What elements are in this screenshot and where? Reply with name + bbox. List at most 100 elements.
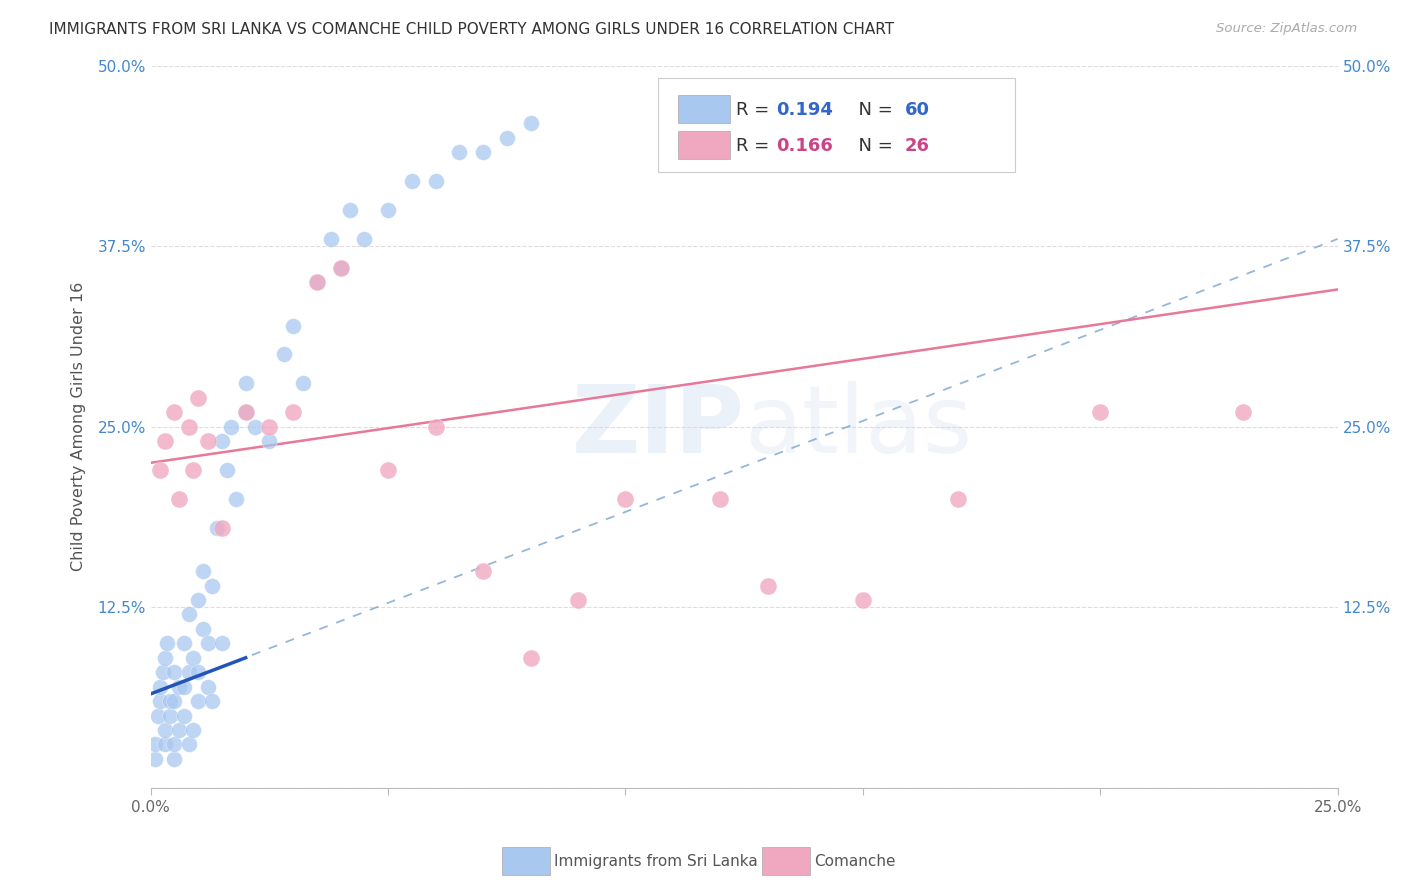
Point bbox=[183, 650, 205, 665]
Point bbox=[449, 145, 471, 160]
Point bbox=[163, 405, 186, 419]
Point bbox=[225, 491, 247, 506]
Point bbox=[709, 491, 731, 506]
Point bbox=[163, 738, 186, 752]
Point bbox=[291, 376, 314, 391]
Point bbox=[273, 347, 295, 361]
Point bbox=[177, 607, 200, 622]
Point bbox=[187, 391, 209, 405]
Point bbox=[173, 636, 195, 650]
Point bbox=[153, 434, 176, 449]
Point bbox=[159, 708, 181, 723]
Point bbox=[211, 434, 233, 449]
Point bbox=[305, 275, 328, 289]
Text: 60: 60 bbox=[904, 101, 929, 119]
Text: Source: ZipAtlas.com: Source: ZipAtlas.com bbox=[1216, 22, 1357, 36]
Point bbox=[177, 738, 200, 752]
Point bbox=[167, 723, 190, 737]
Point bbox=[183, 723, 205, 737]
Point bbox=[149, 463, 172, 477]
Point bbox=[329, 260, 352, 275]
Point bbox=[153, 738, 176, 752]
Point bbox=[191, 622, 214, 636]
Point bbox=[259, 434, 281, 449]
Point bbox=[173, 680, 195, 694]
Point bbox=[211, 521, 233, 535]
Text: Immigrants from Sri Lanka: Immigrants from Sri Lanka bbox=[554, 855, 758, 869]
Point bbox=[197, 680, 219, 694]
FancyBboxPatch shape bbox=[678, 95, 730, 123]
Point bbox=[187, 694, 209, 708]
Point bbox=[235, 405, 257, 419]
Point bbox=[321, 232, 343, 246]
Text: 0.166: 0.166 bbox=[776, 136, 834, 154]
Point bbox=[281, 318, 304, 333]
Point bbox=[163, 752, 186, 766]
Point bbox=[177, 665, 200, 680]
Point bbox=[243, 419, 266, 434]
Point bbox=[146, 708, 169, 723]
Point bbox=[425, 419, 447, 434]
Point bbox=[173, 708, 195, 723]
Point bbox=[946, 491, 969, 506]
FancyBboxPatch shape bbox=[658, 78, 1015, 172]
Point bbox=[187, 593, 209, 607]
Point bbox=[401, 174, 423, 188]
Point bbox=[187, 665, 209, 680]
Point bbox=[152, 665, 174, 680]
Text: N =: N = bbox=[848, 136, 898, 154]
Point bbox=[1232, 405, 1254, 419]
Point bbox=[425, 174, 447, 188]
Point bbox=[145, 738, 167, 752]
Text: R =: R = bbox=[735, 101, 775, 119]
Point bbox=[235, 405, 257, 419]
Y-axis label: Child Poverty Among Girls Under 16: Child Poverty Among Girls Under 16 bbox=[72, 282, 86, 571]
Text: IMMIGRANTS FROM SRI LANKA VS COMANCHE CHILD POVERTY AMONG GIRLS UNDER 16 CORRELA: IMMIGRANTS FROM SRI LANKA VS COMANCHE CH… bbox=[49, 22, 894, 37]
Point bbox=[167, 491, 190, 506]
Point bbox=[281, 405, 304, 419]
Point bbox=[339, 202, 361, 217]
Point bbox=[197, 636, 219, 650]
Text: ZIP: ZIP bbox=[571, 381, 744, 473]
Point bbox=[329, 260, 352, 275]
Point bbox=[472, 564, 495, 578]
Point bbox=[163, 665, 186, 680]
Point bbox=[205, 521, 228, 535]
FancyBboxPatch shape bbox=[678, 131, 730, 160]
Text: 26: 26 bbox=[904, 136, 929, 154]
Point bbox=[211, 636, 233, 650]
Point bbox=[519, 116, 541, 130]
Point bbox=[305, 275, 328, 289]
Text: R =: R = bbox=[735, 136, 775, 154]
Point bbox=[167, 680, 190, 694]
Text: atlas: atlas bbox=[744, 381, 973, 473]
Point bbox=[149, 694, 172, 708]
Point bbox=[756, 578, 779, 592]
Point bbox=[215, 463, 238, 477]
Point bbox=[567, 593, 589, 607]
Point bbox=[145, 752, 167, 766]
Point bbox=[153, 723, 176, 737]
Point bbox=[614, 491, 637, 506]
Point bbox=[1090, 405, 1112, 419]
Point bbox=[197, 434, 219, 449]
Point bbox=[495, 131, 517, 145]
Text: N =: N = bbox=[848, 101, 898, 119]
Point bbox=[163, 694, 186, 708]
Point bbox=[149, 680, 172, 694]
Point bbox=[183, 463, 205, 477]
Point bbox=[377, 202, 399, 217]
Point bbox=[353, 232, 375, 246]
Point bbox=[156, 636, 179, 650]
Point bbox=[472, 145, 495, 160]
Point bbox=[519, 650, 541, 665]
Point bbox=[259, 419, 281, 434]
Point bbox=[159, 694, 181, 708]
Text: 0.194: 0.194 bbox=[776, 101, 834, 119]
Point bbox=[235, 376, 257, 391]
Text: Comanche: Comanche bbox=[814, 855, 896, 869]
Point bbox=[201, 578, 224, 592]
Point bbox=[153, 650, 176, 665]
Point bbox=[377, 463, 399, 477]
Point bbox=[852, 593, 875, 607]
